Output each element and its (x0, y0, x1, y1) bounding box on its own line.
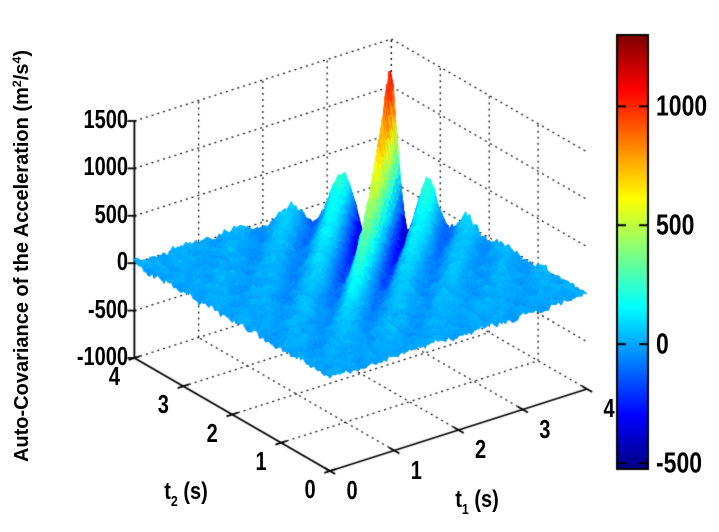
z-tick-label: 0 (116, 248, 128, 277)
colorbar-tick-label: 500 (656, 208, 695, 241)
x-tick-label: 0 (346, 477, 358, 506)
z-tick-label: 1000 (83, 153, 129, 182)
x-axis-label: t1 (s) (455, 486, 499, 517)
z-tick-label: -500 (87, 295, 128, 325)
z-tick-label: 500 (94, 201, 128, 230)
x-tick-label: 1 (410, 456, 422, 485)
y-axis-label-sub: 2 (170, 492, 178, 510)
y-axis-label: t2 (s) (164, 478, 208, 509)
z-axis-label-text3: ) (10, 49, 33, 57)
colorbar-tick-label: 0 (656, 327, 669, 360)
z-axis-label-sup-s: 4 (10, 56, 25, 64)
x-axis-label-base: t (455, 486, 462, 514)
x-axis-label-unit: (s) (468, 486, 499, 514)
x-axis-label-sub: 1 (461, 500, 469, 518)
z-tick-label: 1500 (83, 106, 129, 135)
y-tick-label: 2 (206, 419, 218, 448)
y-tick-label: 3 (157, 391, 169, 420)
x-tick-label: 4 (603, 395, 615, 424)
y-tick-label: 1 (255, 448, 267, 477)
z-axis-label-text: Auto-Covariance of the Acceleration (m (10, 87, 33, 463)
colorbar-tick-label: -500 (656, 446, 703, 479)
z-axis-label: Auto-Covariance of the Acceleration (m2/… (10, 50, 34, 462)
y-axis-label-unit: (s) (177, 478, 208, 506)
x-tick-label: 2 (474, 436, 487, 465)
y-tick-label: 4 (108, 363, 120, 392)
x-tick-label: 3 (539, 415, 551, 444)
y-tick-label: 0 (304, 476, 316, 505)
colorbar-tick-label: 1000 (656, 89, 708, 123)
z-axis-label-text2: /s (10, 63, 33, 81)
z-axis-label-sup-m: 2 (10, 80, 25, 88)
z-tick-label: -1000 (76, 343, 128, 372)
y-axis-label-base: t (164, 478, 171, 506)
